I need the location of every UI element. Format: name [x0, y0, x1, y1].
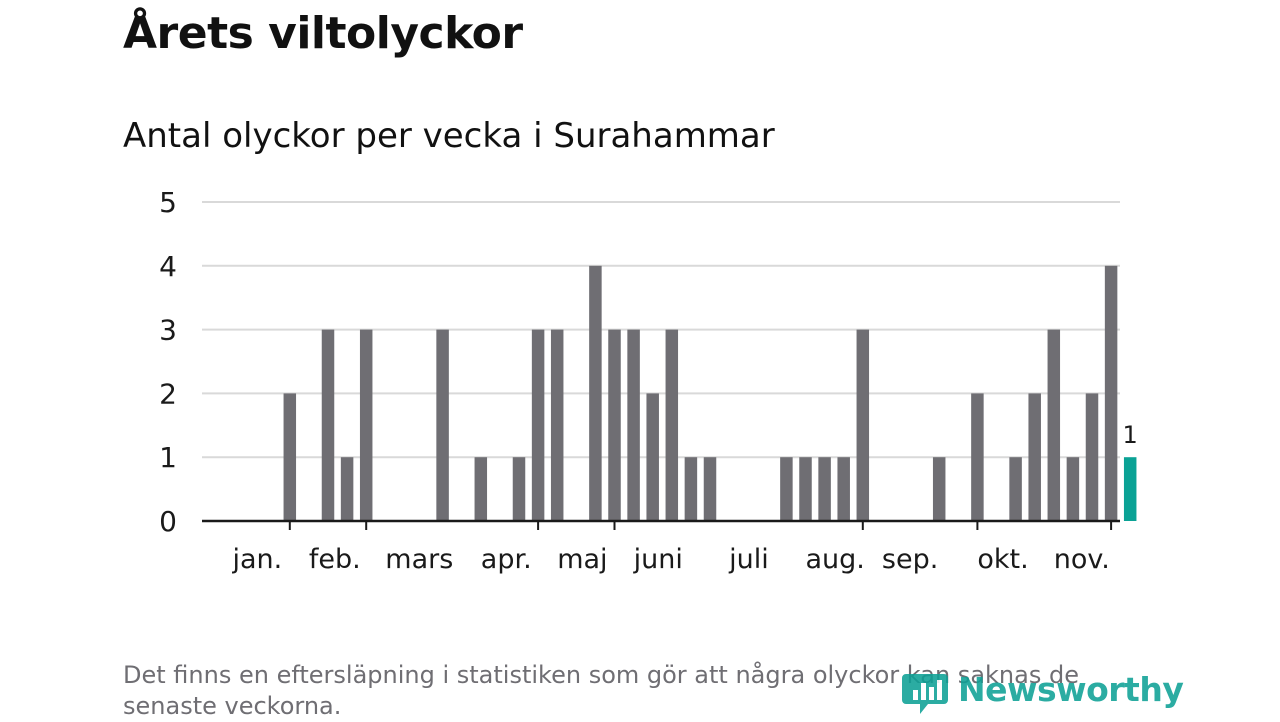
bar	[1085, 393, 1099, 521]
data-label: 1	[1123, 421, 1138, 449]
bar	[283, 393, 297, 521]
grid-lines	[202, 201, 1120, 459]
bar	[1066, 457, 1080, 521]
y-tick-label: 0	[159, 505, 177, 538]
bars	[283, 265, 1137, 521]
x-axis-labels: jan. feb. mars apr. maj juni juli aug. sep. okt. n…	[232, 544, 1110, 575]
bar	[1009, 457, 1022, 521]
newsworthy-logo-text: Newsworthy	[958, 670, 1184, 709]
x-tick-label: nov.	[1054, 544, 1110, 575]
bar	[1104, 265, 1118, 521]
y-axis-labels: 0 1 2 3 4 5	[159, 186, 177, 538]
bar	[359, 329, 373, 521]
bar	[799, 457, 812, 521]
bar	[1028, 393, 1041, 521]
x-tick-label: apr.	[481, 544, 532, 575]
x-tick-label: juli	[728, 544, 769, 575]
x-tick-label: feb.	[309, 544, 361, 575]
bar	[627, 329, 640, 521]
bar	[932, 457, 946, 521]
bar	[837, 457, 850, 521]
bar	[780, 457, 793, 521]
bar	[856, 329, 870, 521]
bar	[608, 329, 621, 521]
x-tick-label: mars	[385, 544, 453, 575]
bar	[589, 265, 602, 521]
bar	[474, 457, 488, 521]
bar	[646, 393, 659, 521]
bar-chart: 0 1 2 3 4 5 jan. feb. mars apr. maj juni juli aug. se…	[159, 186, 1138, 575]
bar	[684, 457, 698, 521]
bar-highlight	[1123, 457, 1137, 521]
bar	[531, 329, 545, 521]
x-tick-label: jan.	[232, 544, 283, 575]
bar	[321, 329, 335, 521]
newsworthy-logo-icon	[902, 674, 948, 714]
y-tick-label: 5	[159, 186, 177, 219]
bar	[703, 457, 717, 521]
bar	[818, 457, 831, 521]
bar	[340, 457, 354, 521]
y-tick-label: 4	[159, 250, 177, 283]
x-tick-label: aug.	[806, 544, 865, 575]
data-labels: 1	[1123, 421, 1138, 449]
y-tick-label: 3	[159, 314, 177, 347]
chart-subtitle: Antal olyckor per vecka i Surahammar	[123, 116, 775, 156]
chart-title: Årets viltolyckor	[123, 8, 523, 59]
x-tick-label: okt.	[977, 544, 1028, 575]
y-tick-label: 1	[159, 441, 177, 474]
x-axis	[202, 519, 1120, 530]
x-tick-label: maj	[557, 544, 607, 575]
bar	[550, 329, 564, 521]
x-tick-label: juni	[633, 544, 683, 575]
newsworthy-logo[interactable]: Newsworthy	[902, 668, 1184, 718]
bar	[971, 393, 984, 521]
bar	[512, 457, 526, 521]
bar	[1047, 329, 1061, 521]
bar	[665, 329, 679, 521]
y-tick-label: 2	[159, 377, 177, 410]
bar	[436, 329, 449, 521]
x-tick-label: sep.	[882, 544, 938, 575]
